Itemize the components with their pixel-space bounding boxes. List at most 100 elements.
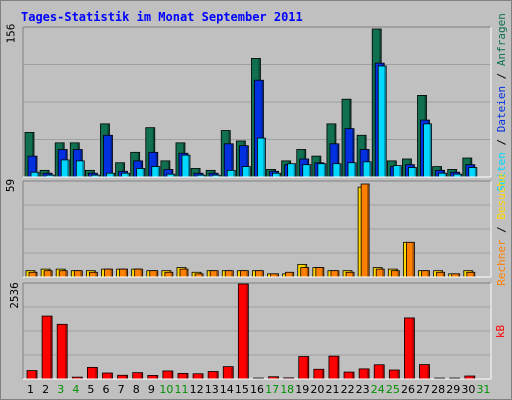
day-label-24: 24: [371, 383, 385, 396]
day-label-6: 6: [103, 383, 110, 396]
bar-kb-day-14: [222, 366, 234, 380]
bar-seiten-day-11: [181, 154, 191, 178]
bar-kb-day-2: [41, 315, 53, 380]
bar-rechner-day-13: [209, 270, 219, 278]
bar-rechner-day-9: [149, 270, 159, 278]
bar-kb-day-19: [298, 356, 310, 380]
day-label-8: 8: [133, 383, 140, 396]
bar-kb-day-8: [132, 372, 144, 380]
bar-seiten-day-8: [136, 168, 146, 178]
bar-seiten-day-7: [121, 172, 130, 178]
day-label-5: 5: [87, 383, 94, 396]
day-label-16: 16: [250, 383, 264, 396]
day-label-29: 29: [446, 383, 460, 396]
bar-seiten-day-24: [377, 65, 387, 178]
bar-seiten-day-26: [408, 167, 417, 178]
day-label-7: 7: [118, 383, 125, 396]
bar-kb-day-5: [86, 366, 98, 380]
bar-rechner-day-18: [285, 271, 295, 278]
bar-rechner-day-26: [406, 241, 415, 278]
bar-seiten-day-9: [151, 166, 161, 178]
bar-rechner-day-7: [119, 268, 128, 278]
day-label-18: 18: [280, 383, 294, 396]
bar-rechner-day-4: [73, 270, 83, 278]
day-label-15: 15: [235, 383, 249, 396]
bar-kb-day-15: [237, 283, 249, 380]
bar-rechner-day-25: [390, 270, 400, 278]
day-label-26: 26: [401, 383, 415, 396]
day-label-4: 4: [72, 383, 79, 396]
bar-seiten-day-17: [272, 172, 281, 178]
bar-seiten-day-6: [106, 172, 115, 178]
bar-kb-day-24: [373, 364, 385, 380]
bar-seiten-day-3: [60, 159, 70, 178]
bar-kb-day-21: [328, 355, 340, 380]
bar-rechner-day-27: [421, 270, 430, 278]
bar-kb-day-11: [177, 372, 189, 380]
bar-seiten-day-19: [302, 164, 312, 178]
bar-seiten-day-27: [423, 123, 432, 178]
bar-rechner-day-15: [239, 270, 249, 278]
day-label-11: 11: [175, 383, 189, 396]
bar-rechner-day-1: [28, 271, 38, 278]
bar-rechner-day-14: [224, 270, 234, 278]
bar-kb-day-10: [162, 370, 174, 380]
bar-rechner-day-2: [43, 270, 53, 278]
day-label-14: 14: [220, 383, 234, 396]
day-label-28: 28: [431, 383, 445, 396]
day-label-2: 2: [42, 383, 49, 396]
bar-rechner-day-11: [179, 268, 189, 278]
bar-rechner-day-23: [360, 183, 370, 278]
bar-seiten-day-20: [317, 163, 327, 178]
day-label-3: 3: [57, 383, 64, 396]
day-label-12: 12: [190, 383, 204, 396]
bar-kb-day-13: [207, 371, 219, 380]
bar-kb-day-25: [388, 369, 400, 380]
day-label-21: 21: [325, 383, 339, 396]
bar-seiten-day-4: [75, 160, 85, 178]
bar-kb-day-1: [26, 370, 38, 380]
day-label-17: 17: [265, 383, 279, 396]
day-label-10: 10: [159, 383, 173, 396]
bar-seiten-day-22: [347, 162, 357, 178]
bar-seiten-day-30: [468, 167, 478, 178]
bar-kb-day-6: [102, 372, 113, 380]
day-label-9: 9: [148, 383, 155, 396]
day-label-22: 22: [341, 383, 355, 396]
bar-seiten-day-21: [332, 163, 342, 178]
bar-kb-day-3: [56, 323, 68, 380]
bar-kb-day-12: [192, 373, 204, 380]
day-label-1: 1: [27, 383, 34, 396]
day-label-19: 19: [295, 383, 309, 396]
bar-rechner-day-20: [315, 267, 325, 278]
bar-seiten-day-18: [287, 163, 297, 178]
bar-seiten-day-16: [257, 137, 266, 178]
bar-rechner-day-22: [345, 271, 355, 278]
day-label-23: 23: [356, 383, 370, 396]
bar-kb-day-22: [343, 371, 355, 380]
bar-kb-day-26: [404, 317, 415, 380]
bar-rechner-day-6: [104, 268, 113, 278]
bar-seiten-day-23: [362, 161, 372, 178]
day-label-25: 25: [386, 383, 400, 396]
bar-rechner-day-3: [58, 270, 68, 278]
day-label-31: 31: [476, 383, 490, 396]
bar-seiten-day-14: [226, 169, 236, 178]
bar-rechner-day-10: [164, 271, 174, 278]
bar-rechner-day-19: [300, 267, 310, 278]
day-label-13: 13: [205, 383, 219, 396]
bar-rechner-day-24: [375, 268, 385, 278]
bar-seiten-day-15: [241, 166, 251, 178]
bar-kb-day-27: [419, 364, 430, 380]
bar-rechner-day-30: [466, 271, 476, 278]
bar-rechner-day-5: [88, 271, 98, 278]
bar-kb-day-23: [358, 368, 370, 380]
bar-seiten-day-1: [30, 171, 40, 178]
bar-dateien-day-6: [103, 134, 113, 178]
day-label-27: 27: [416, 383, 430, 396]
bar-kb-day-7: [117, 374, 128, 380]
bar-kb-day-9: [147, 375, 159, 380]
bar-rechner-day-21: [330, 270, 340, 278]
